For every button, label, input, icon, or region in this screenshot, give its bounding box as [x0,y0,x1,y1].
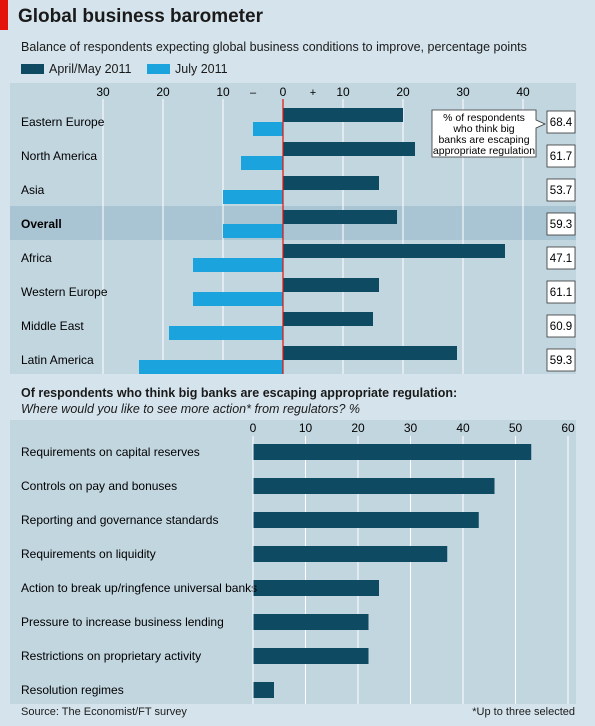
chart1-side-value: 60.9 [550,321,572,333]
chart1-plus-sign: + [310,87,316,99]
chart2-category-label: Reporting and governance standards [21,513,218,527]
chart2-category-label: Restrictions on proprietary activity [21,649,201,663]
source-note: Source: The Economist/FT survey [21,706,187,718]
footnote: *Up to three selected [472,706,575,718]
chart1-x-tick-label: 0 [280,85,287,99]
chart1-bar-july [241,156,283,170]
chart1-category-label: Middle East [21,319,84,333]
chart1-x-tick-label: 40 [516,85,530,99]
chart1-bar-april-may [283,142,415,156]
chart1-bar-april-may [283,346,457,360]
chart1-annotation-box [431,109,546,158]
chart1-category-label: Overall [21,217,62,231]
chart1-annotation-text: appropriate regulation [433,145,535,157]
legend-item-july: July 2011 [147,62,228,76]
chart1-side-value: 53.7 [550,185,572,197]
legend-swatch-light [147,64,170,74]
chart1-x-tick-label: 30 [96,85,110,99]
chart2-x-tick-label: 60 [561,421,575,435]
chart1-category-label: Latin America [21,353,94,367]
chart1-side-value-box [546,110,576,134]
legend-label-april-may: April/May 2011 [49,62,132,76]
chart1-side-value-box [546,280,576,304]
chart1-bar-april-may [283,278,379,292]
chart2-subtitle: Of respondents who think big banks are e… [21,386,458,400]
chart1-category-label: Western Europe [21,285,108,299]
chart1-bar-july [169,326,283,340]
chart1-bar-july [139,360,283,374]
chart2-category-label: Pressure to increase business lending [21,615,224,629]
chart1-bar-july [253,122,283,136]
chart1-category-label: Africa [21,251,52,265]
chart1-category-label: Eastern Europe [21,115,105,129]
chart1-side-value-box [546,212,576,236]
chart1-x-tick-label: 10 [336,85,350,99]
chart1-bar-july [193,258,283,272]
legend-swatch-dark [21,64,44,74]
chart1-x-tick-label: 20 [396,85,410,99]
chart1-x-tick-label: 10 [216,85,230,99]
chart2-x-tick-label: 50 [509,421,523,435]
chart1-bar-july [223,190,283,204]
chart1-side-value: 59.3 [550,355,572,367]
chart1-bar-april-may [283,176,379,190]
chart2-category-label: Requirements on liquidity [21,547,156,561]
brand-red-mark [0,0,8,30]
chart1-bar-july [193,292,283,306]
chart1-side-value: 59.3 [550,219,572,231]
chart2-category-label: Requirements on capital reserves [21,445,200,459]
chart2-bar [253,614,369,630]
chart2-bar [253,546,448,562]
chart1-bar-april-may [283,244,505,258]
chart1-side-value-box [546,348,576,372]
chart1-side-value-box [546,144,576,168]
chart1-bar-april-may [283,108,403,122]
chart2-x-tick-label: 10 [299,421,313,435]
chart1-category-label: Asia [21,183,45,197]
chart1-side-value-box [546,246,576,270]
chart1-x-tick-label: 20 [156,85,170,99]
chart2-subtitle2: Where would you like to see more action*… [21,402,361,416]
chart2-x-tick-label: 0 [250,421,257,435]
page-title: Global business barometer [18,6,263,27]
chart2-bar [253,512,479,528]
chart2-bar [253,682,274,698]
chart1-side-value-box [546,178,576,202]
chart2-bar [253,580,379,596]
chart1-x-tick-label: 30 [456,85,470,99]
chart2-bar [253,648,369,664]
chart2-bar [253,478,495,494]
chart1-side-value-box [546,314,576,338]
chart2-category-label: Action to break up/ringfence universal b… [21,581,257,595]
chart1-side-value: 61.7 [550,151,572,163]
chart2-x-tick-label: 40 [456,421,470,435]
chart1-subtitle: Balance of respondents expecting global … [21,40,527,54]
chart1-annotation-text: % of respondents [443,112,525,124]
legend-item-april-may: April/May 2011 [21,62,131,76]
chart2-x-tick-label: 20 [351,421,365,435]
legend-label-july: July 2011 [175,62,228,76]
chart1-side-value: 47.1 [550,253,572,265]
chart1-bar-july [223,224,283,238]
chart1-minus-sign: – [250,87,257,99]
chart1-bar-april-may [283,312,373,326]
chart2-bar [253,444,532,460]
chart1-side-value: 61.1 [550,287,572,299]
chart2-category-label: Resolution regimes [21,683,124,697]
chart1-bar-april-may [283,210,397,224]
chart2-x-tick-label: 30 [404,421,418,435]
chart1-annotation-text: banks are escaping [438,134,529,146]
chart1-side-value: 68.4 [550,117,573,129]
chart1-category-label: North America [21,149,97,163]
chart1-annotation-text: who think big [452,123,514,135]
chart2-category-label: Controls on pay and bonuses [21,479,177,493]
